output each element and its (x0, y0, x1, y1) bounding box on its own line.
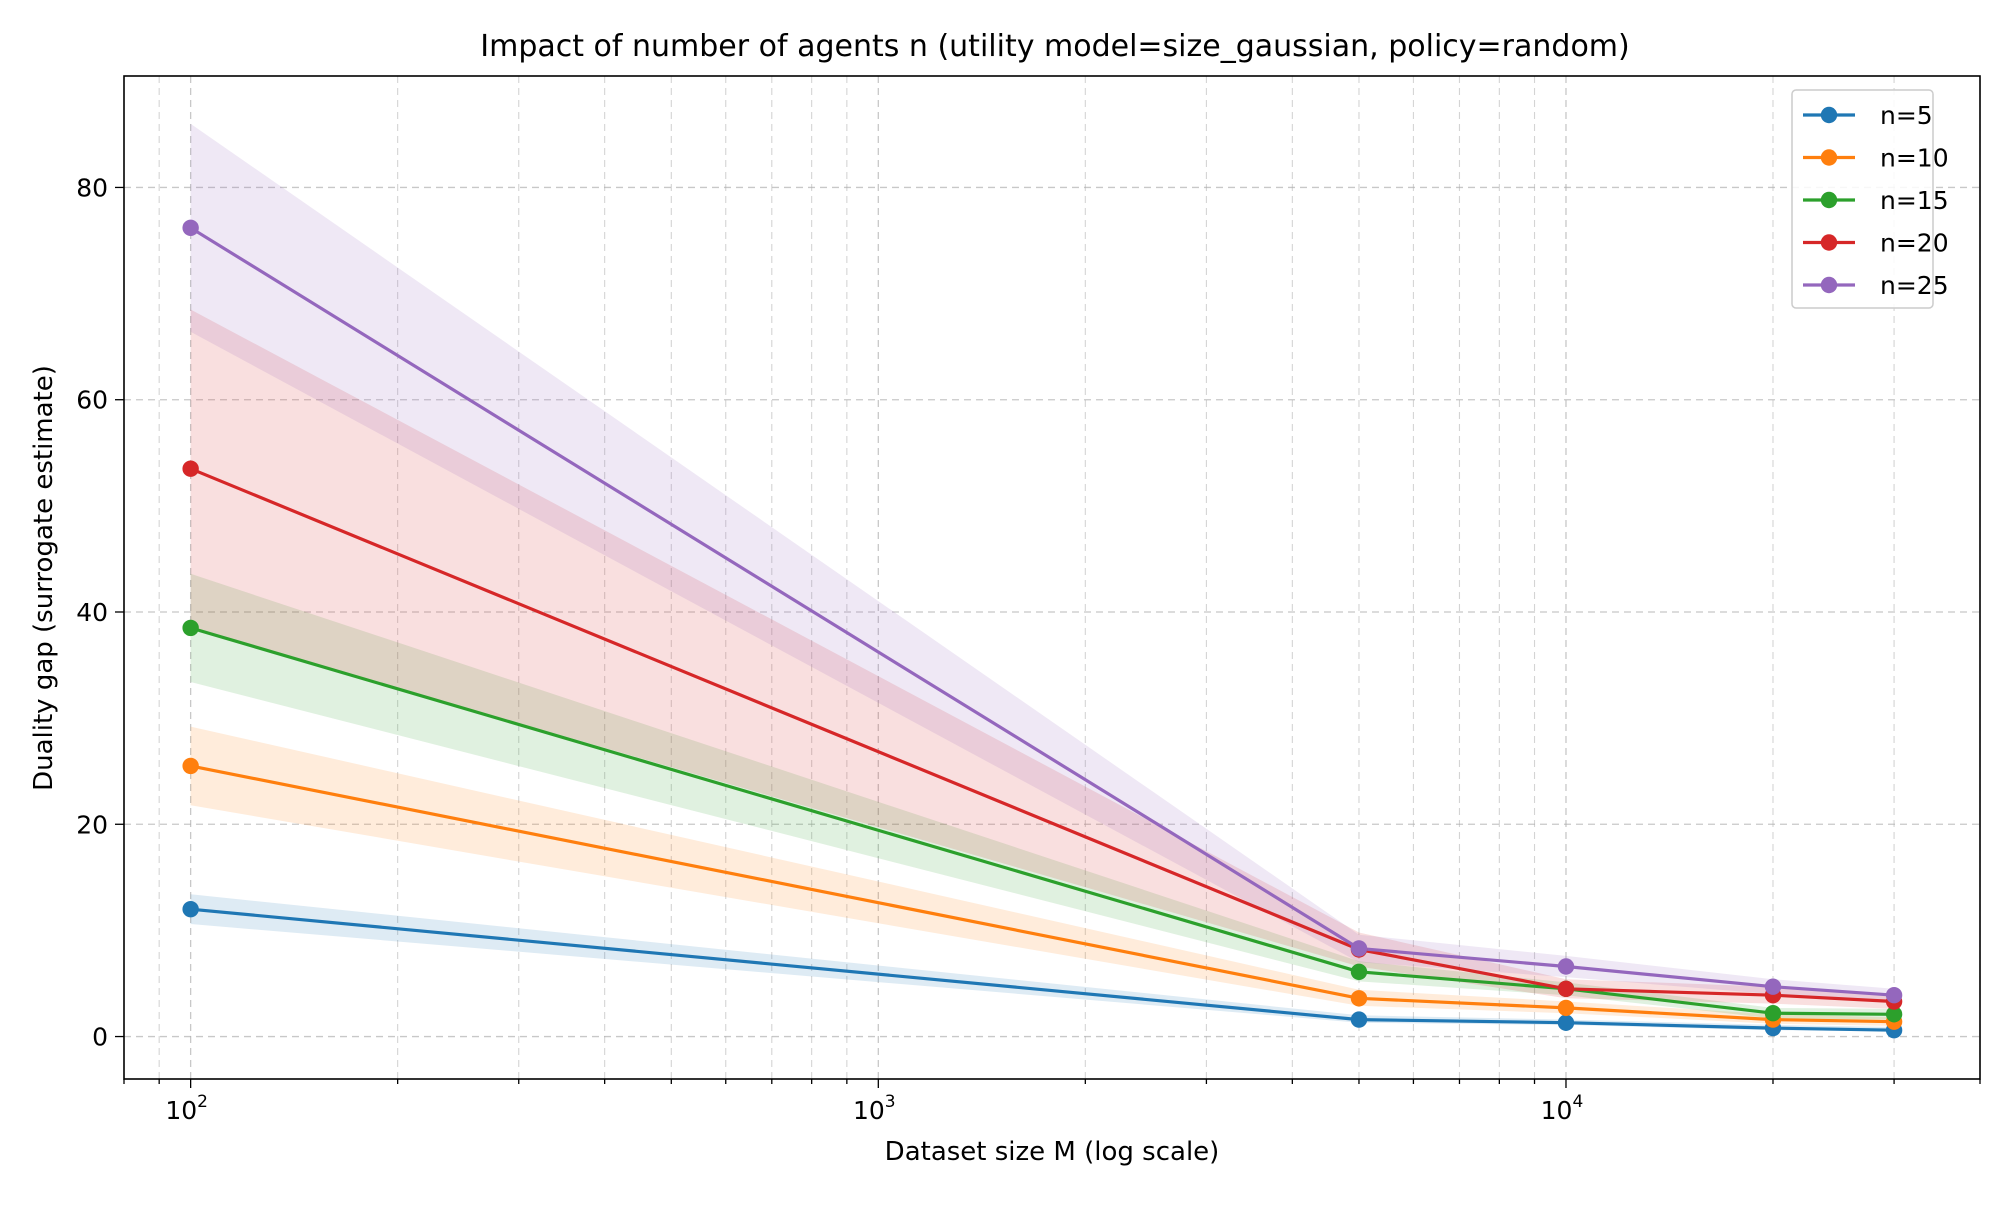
legend-label: n=5 (1880, 101, 1933, 130)
legend-items: n=5 n=10 n=15 n=20 n=25 (1803, 101, 1949, 300)
legend-marker (1820, 149, 1838, 166)
legend-box (1791, 89, 1934, 309)
data-point (1557, 958, 1575, 975)
data-point (1885, 986, 1903, 1004)
plot-frame (123, 75, 1981, 1080)
data-point (1350, 940, 1368, 957)
y-tick-label: 60 (76, 386, 108, 415)
data-point (1350, 963, 1368, 981)
legend-label: n=15 (1880, 186, 1949, 215)
y-tick-label: 80 (76, 173, 108, 202)
x-tick-label-base: 10 (1541, 1096, 1573, 1125)
legend-marker (1820, 234, 1838, 251)
x-tick-label-base: 10 (165, 1096, 197, 1125)
y-tick-label: 0 (92, 1023, 108, 1052)
data-point (1885, 1006, 1903, 1023)
data-point (182, 619, 199, 637)
data-point (1350, 990, 1368, 1007)
series-markers (182, 219, 1903, 1039)
data-point (1764, 1004, 1782, 1022)
x-tick-label-exponent: 4 (1572, 1092, 1583, 1112)
x-tick-label: 104 (1541, 1092, 1584, 1125)
legend-label: n=10 (1880, 144, 1949, 173)
x-tick-label-base: 10 (853, 1096, 885, 1125)
data-point (1557, 999, 1575, 1017)
confidence-bands (190, 123, 1895, 1032)
data-point (182, 900, 199, 918)
legend: n=5 n=10 n=15 n=20 n=25 (1791, 89, 1949, 309)
legend-marker (1820, 276, 1838, 294)
confidence-band (190, 309, 1895, 1009)
data-point (182, 219, 199, 236)
data-point (182, 757, 199, 775)
data-point (182, 460, 199, 477)
x-tick-label: 102 (165, 1092, 208, 1125)
data-point (1764, 978, 1782, 995)
x-tick-label-exponent: 3 (885, 1092, 896, 1112)
y-axis-label: Duality gap (surrogate estimate) (29, 365, 59, 791)
chart-title: Impact of number of agents n (utility mo… (480, 29, 1629, 64)
data-point (1557, 980, 1575, 997)
x-axis-label: Dataset size M (log scale) (885, 1137, 1220, 1167)
x-tick-label: 103 (853, 1092, 896, 1125)
y-tick-label: 20 (76, 810, 108, 839)
legend-label: n=25 (1880, 271, 1949, 300)
data-point (1350, 1011, 1368, 1028)
x-tick-label-exponent: 2 (197, 1092, 208, 1112)
legend-label: n=20 (1880, 229, 1949, 258)
legend-marker (1820, 191, 1838, 209)
y-tick-label: 40 (76, 598, 108, 627)
data-point (1557, 1014, 1575, 1031)
legend-marker (1820, 106, 1838, 124)
